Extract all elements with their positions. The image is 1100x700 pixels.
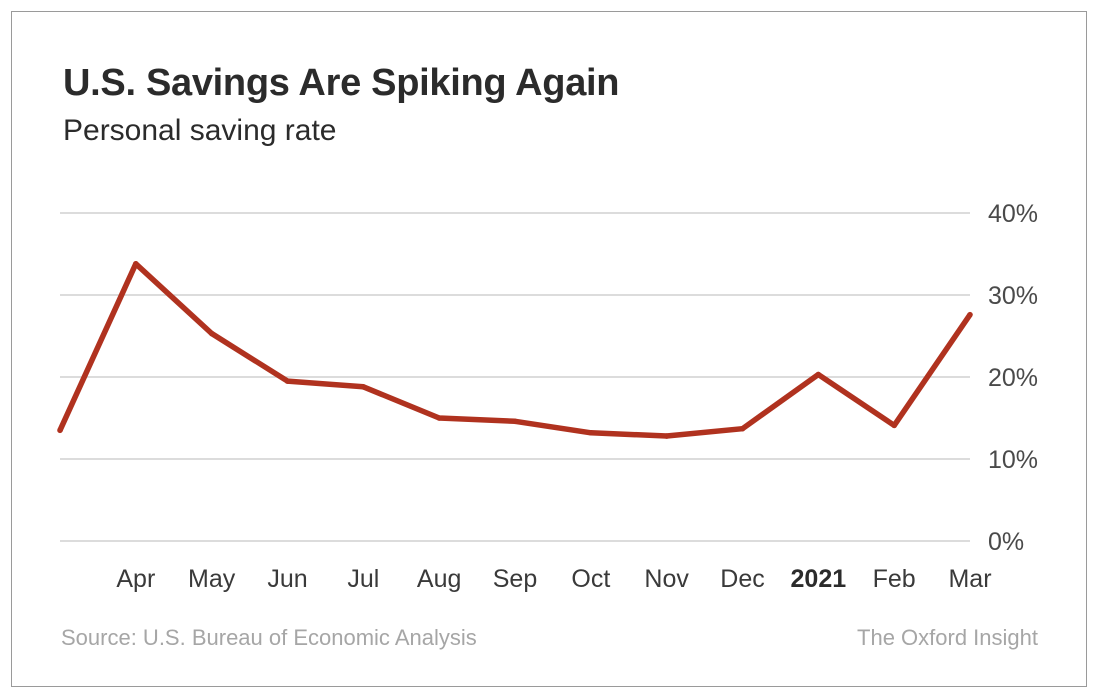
data-point <box>967 311 973 318</box>
series <box>57 261 973 439</box>
data-point <box>208 330 215 337</box>
chart-frame <box>11 11 1087 687</box>
x-tick-label: Jul <box>347 565 379 593</box>
y-tick-label: 30% <box>988 282 1038 310</box>
source-note: Source: U.S. Bureau of Economic Analysis <box>61 625 477 650</box>
data-point <box>436 415 442 421</box>
data-point <box>512 418 518 425</box>
data-point <box>891 422 897 429</box>
data-point <box>739 425 746 432</box>
x-axis-ticks: Apr May Jun Jul Aug Sep Oct Nov Dec 2021 Feb Mar <box>116 565 991 593</box>
gridlines <box>60 212 970 542</box>
y-tick-label: 10% <box>988 446 1038 474</box>
x-tick-label: 2021 <box>791 565 847 593</box>
data-point <box>663 433 670 439</box>
y-tick-label: 20% <box>988 364 1038 392</box>
data-point <box>815 371 822 378</box>
x-tick-label: Apr <box>116 565 155 593</box>
x-tick-label: Jun <box>267 565 307 593</box>
x-tick-label: Oct <box>571 565 610 593</box>
x-tick-label: Aug <box>417 565 461 593</box>
data-point <box>133 261 139 267</box>
y-tick-label: 40% <box>988 200 1038 228</box>
series-line <box>57 261 973 439</box>
data-point <box>57 427 63 434</box>
x-tick-label: Sep <box>493 565 537 593</box>
data-point <box>360 384 367 390</box>
brand-credit: The Oxford Insight <box>857 625 1038 650</box>
x-tick-label: May <box>188 565 236 593</box>
data-point <box>588 429 594 436</box>
chart-subtitle: Personal saving rate <box>63 114 337 147</box>
data-point <box>284 378 291 384</box>
y-tick-label: 0% <box>988 528 1024 556</box>
x-tick-label: Mar <box>948 565 991 593</box>
x-tick-label: Nov <box>644 565 689 593</box>
chart-title: U.S. Savings Are Spiking Again <box>63 62 620 104</box>
x-tick-label: Dec <box>720 565 764 593</box>
x-tick-label: Feb <box>873 565 916 593</box>
y-axis-ticks: 0% 10% 20% 30% 40% <box>988 200 1038 556</box>
